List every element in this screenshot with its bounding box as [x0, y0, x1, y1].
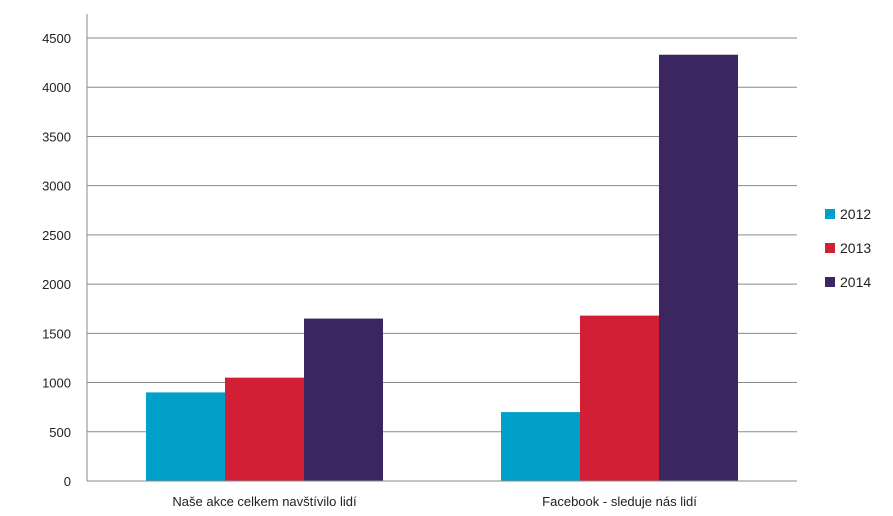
- y-tick-label: 1500: [42, 326, 71, 341]
- y-tick-label: 2500: [42, 228, 71, 243]
- bar-2012-1: [501, 412, 580, 481]
- bar-2014-1: [659, 54, 738, 481]
- y-tick-label: 3000: [42, 179, 71, 194]
- x-axis-category-labels: Naše akce celkem navštívilo lidí Facebook…: [172, 494, 697, 509]
- y-tick-label: 3500: [42, 129, 71, 144]
- legend-label-2012: 2012: [840, 206, 871, 222]
- y-tick-label: 4000: [42, 80, 71, 95]
- y-tick-label: 2000: [42, 277, 71, 292]
- y-tick-label: 1000: [42, 376, 71, 391]
- legend: 2012 2013 2014: [825, 206, 871, 290]
- legend-label-2014: 2014: [840, 274, 871, 290]
- legend-label-2013: 2013: [840, 240, 871, 256]
- bar-2013-1: [580, 315, 659, 481]
- bar-2014-0: [304, 318, 383, 481]
- gridlines: [87, 37, 797, 433]
- bars: [146, 54, 738, 481]
- legend-swatch-2014: [825, 277, 835, 287]
- y-tick-label: 500: [49, 425, 71, 440]
- y-tick-label: 4500: [42, 31, 71, 46]
- legend-swatch-2013: [825, 243, 835, 253]
- x-category-label: Facebook - sleduje nás lidí: [542, 494, 697, 509]
- bar-2012-0: [146, 392, 225, 481]
- bar-2013-0: [225, 377, 304, 481]
- x-category-label: Naše akce celkem navštívilo lidí: [172, 494, 357, 509]
- y-axis-tick-labels: 0 500 1000 1500 2000 2500 3000 3500 4000 4500: [42, 31, 71, 489]
- y-tick-label: 0: [64, 474, 71, 489]
- legend-swatch-2012: [825, 209, 835, 219]
- axes: [86, 14, 797, 482]
